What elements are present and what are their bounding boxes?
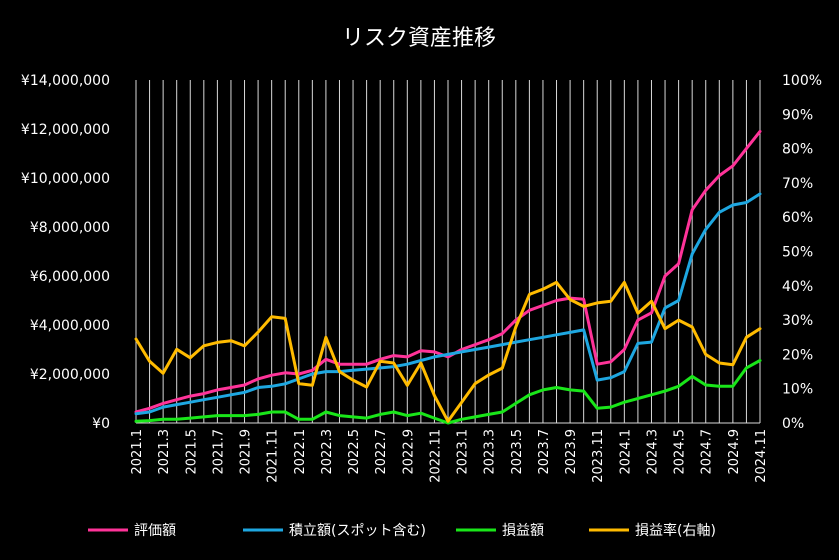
x-tick-label: 2023.11 [591,429,606,483]
legend-label: 評価額 [134,523,176,539]
right-tick-label: 40% [782,279,813,295]
left-tick-label: ¥12,000,000 [21,122,110,138]
series-lines [134,129,762,425]
series-line [134,129,762,414]
x-tick-label: 2022.7 [374,429,389,475]
x-tick-label: 2022.5 [347,429,362,475]
series-line [134,359,762,425]
right-axis-tick-labels: 0% 10% 20% 30% 40% 50% 60% 70% 80% 90% 100% [782,73,822,432]
right-tick-label: 20% [782,347,813,363]
right-tick-label: 50% [782,245,813,261]
x-tick-label: 2024.1 [618,429,633,475]
right-tick-label: 100% [782,73,822,89]
left-tick-label: ¥10,000,000 [21,171,110,187]
legend-label: 損益額 [502,523,544,539]
x-tick-label: 2024.9 [727,429,742,475]
chart-title: リスク資産推移 [342,26,496,51]
legend: 評価額 積立額(スポット含む) 損益額 損益率(右軸) [88,522,716,539]
legend-label: 損益率(右軸) [635,522,716,539]
x-tick-label: 2024.11 [754,429,769,483]
x-tick-label: 2022.1 [293,429,308,475]
right-tick-label: 80% [782,142,813,158]
left-tick-label: ¥2,000,000 [30,367,110,383]
series-line [134,192,762,416]
x-tick-label: 2021.11 [266,429,281,483]
x-tick-label: 2024.7 [700,429,715,475]
x-tick-label: 2021.9 [239,429,254,475]
right-tick-label: 10% [782,382,813,398]
x-tick-label: 2021.1 [130,429,145,475]
right-tick-label: 0% [782,416,804,432]
series-line [134,280,762,423]
vertical-gridlines [135,80,761,423]
x-tick-label: 2021.3 [157,429,172,475]
x-axis-tick-labels: 2021.1 2021.3 2021.5 2021.7 2021.9 2021.11 202… [130,429,769,483]
left-tick-label: ¥6,000,000 [30,269,110,285]
x-tick-label: 2023.7 [537,429,552,475]
right-tick-label: 60% [782,210,813,226]
x-tick-label: 2021.5 [184,429,199,475]
legend-label: 積立額(スポット含む) [289,523,426,539]
x-tick-label: 2023.5 [510,429,525,475]
x-tick-label: 2024.3 [645,429,660,475]
x-tick-label: 2022.3 [320,429,335,475]
left-axis-tick-labels: ¥0 ¥2,000,000 ¥4,000,000 ¥6,000,000 ¥8,000,0… [21,73,110,432]
left-tick-label: ¥8,000,000 [30,220,110,236]
right-tick-label: 30% [782,313,813,329]
x-tick-label: 2024.5 [673,429,688,475]
x-tick-label: 2023.1 [456,429,471,475]
left-tick-label: ¥0 [92,416,110,432]
x-tick-label: 2022.11 [428,429,443,483]
x-tick-label: 2023.3 [483,429,498,475]
right-tick-label: 70% [782,176,813,192]
left-tick-label: ¥14,000,000 [21,73,110,89]
x-tick-label: 2021.7 [211,429,226,475]
x-tick-label: 2022.9 [401,429,416,475]
left-tick-label: ¥4,000,000 [30,318,110,334]
x-tick-label: 2023.9 [564,429,579,475]
right-tick-label: 90% [782,107,813,123]
